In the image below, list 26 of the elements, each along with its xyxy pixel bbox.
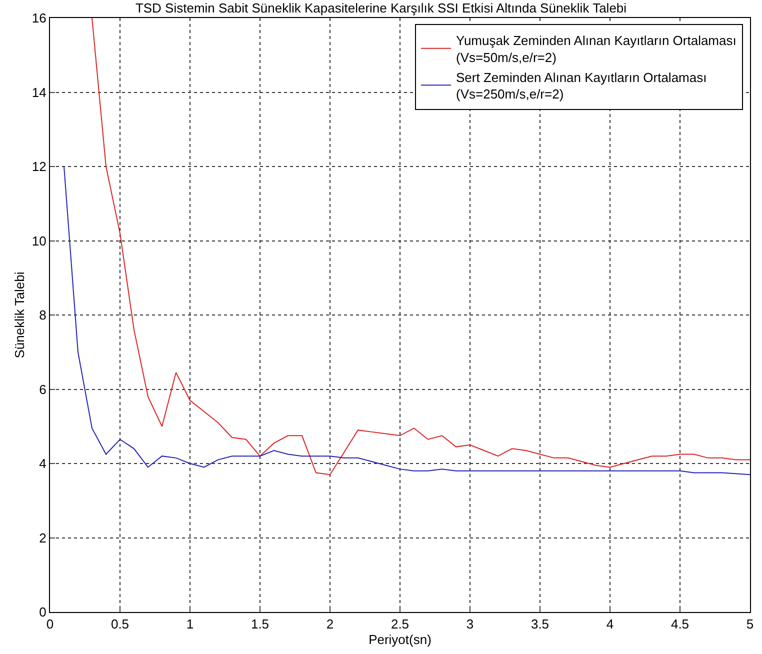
x-tick-label: 2 (326, 616, 334, 632)
y-tick-label: 14 (32, 84, 46, 100)
x-tick-label: 2.5 (390, 616, 410, 632)
y-tick-label: 12 (32, 159, 46, 174)
y-tick-label: 4 (39, 456, 46, 472)
x-tick-label: 4 (606, 616, 614, 632)
x-tick-label: 1 (186, 616, 194, 632)
x-tick-label: 3.5 (530, 616, 550, 632)
legend-label: Sert Zeminden Alınan Kayıtların Ortalaması (Vs=250m/s,e/r=2) (456, 70, 707, 102)
legend-label: Yumuşak Zeminden Alınan Kayıtların Ortalaması (Vs=50m/s,e/r=2) (456, 32, 736, 65)
x-tick-label: 0.5 (110, 616, 130, 632)
line-series (64, 166, 750, 476)
line-series (92, 18, 750, 476)
y-tick-label: 10 (32, 233, 46, 248)
x-tick-label: 4.5 (670, 616, 690, 632)
y-tick-label: 6 (39, 382, 46, 397)
x-tick-label: 1.5 (250, 616, 270, 632)
x-tick-label: 3 (466, 616, 474, 632)
y-tick-label: 2 (39, 530, 46, 546)
y-tick-label: 0 (39, 604, 46, 620)
y-tick-label: 16 (32, 10, 46, 26)
x-axis-title: Periyot(sn) (368, 632, 432, 648)
y-tick-label: 8 (39, 308, 46, 323)
x-tick-label: 5 (746, 616, 754, 632)
y-axis-title: Süneklik Talebi (12, 272, 27, 358)
chart-title: TSD Sistemin Sabit Süneklik Kapasitelerine Karşılık SSI Etkisi Altında Süneklik Talebi (135, 0, 627, 16)
